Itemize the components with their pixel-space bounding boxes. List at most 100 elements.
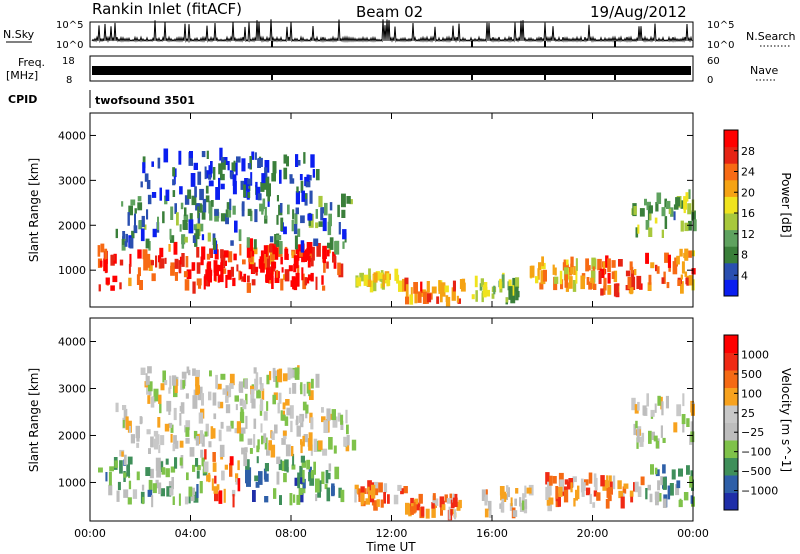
heatmap-cell xyxy=(205,195,210,203)
heatmap-cell xyxy=(514,498,517,506)
heatmap-cell xyxy=(168,408,171,415)
heatmap-cell xyxy=(296,494,301,505)
heatmap-cell xyxy=(127,456,133,465)
heatmap-cell xyxy=(282,430,287,436)
heatmap-cell xyxy=(259,258,264,268)
heatmap-cell xyxy=(598,271,602,284)
heatmap-cell xyxy=(450,499,455,509)
heatmap-cell xyxy=(208,472,211,483)
velocity-panel: 1000 2000 3000 4000 Slant Range [km] 1000 50… xyxy=(27,317,793,522)
heatmap-cell xyxy=(152,483,157,494)
heatmap-cell xyxy=(136,274,140,285)
heatmap-cell xyxy=(276,456,281,464)
heatmap-cell xyxy=(123,489,129,498)
heatmap-cell xyxy=(545,472,550,485)
heatmap-cell xyxy=(629,287,633,295)
heatmap-cell xyxy=(172,190,176,197)
heatmap-cell xyxy=(460,282,466,292)
heatmap-cell xyxy=(487,500,492,511)
heatmap-cell xyxy=(195,384,199,396)
heatmap-cell xyxy=(334,466,340,480)
heatmap-cell xyxy=(289,493,293,506)
heatmap-cell xyxy=(554,267,557,276)
heatmap-cell xyxy=(190,173,196,187)
heatmap-cell xyxy=(115,228,118,239)
heatmap-cell xyxy=(484,496,488,506)
heatmap-cell xyxy=(303,383,306,397)
heatmap-cell xyxy=(150,396,155,408)
heatmap-cell xyxy=(276,214,279,225)
heatmap-cell xyxy=(214,492,219,502)
colorbar-segment xyxy=(724,229,738,247)
heatmap-cell xyxy=(657,480,661,491)
heatmap-cell xyxy=(184,496,189,505)
heatmap-cell xyxy=(303,152,306,164)
heatmap-cell xyxy=(243,184,246,198)
heatmap-cell xyxy=(320,207,324,221)
heatmap-cell xyxy=(227,269,232,280)
heatmap-cell xyxy=(299,489,304,503)
heatmap-cell xyxy=(326,249,330,257)
heatmap-cell xyxy=(676,480,681,489)
heatmap-cell xyxy=(218,401,224,409)
heatmap-cell xyxy=(284,416,289,426)
heatmap-cell xyxy=(269,236,274,243)
heatmap-cell xyxy=(315,169,320,181)
heatmap-cell xyxy=(633,206,637,215)
heatmap-cell xyxy=(373,272,378,283)
heatmap-cell xyxy=(499,486,505,496)
heatmap-cell xyxy=(660,476,665,486)
heatmap-cell xyxy=(219,444,225,457)
heatmap-cell xyxy=(308,472,312,482)
heatmap-cell xyxy=(147,366,152,374)
colorbar-segment xyxy=(724,130,738,148)
heatmap-cell xyxy=(302,401,307,411)
heatmap-cell xyxy=(240,180,245,190)
heatmap-cell xyxy=(485,490,488,503)
heatmap-cell xyxy=(332,416,338,428)
heatmap-cell xyxy=(146,375,150,385)
heatmap-cell xyxy=(308,383,311,395)
heatmap-cell xyxy=(125,233,128,243)
heatmap-cell xyxy=(201,393,204,406)
heatmap-cell xyxy=(128,205,133,216)
freq-label: Freq. xyxy=(18,56,45,69)
heatmap-cell xyxy=(613,283,619,297)
heatmap-cell xyxy=(382,274,385,288)
heatmap-cell xyxy=(547,481,552,496)
heatmap-cell xyxy=(521,500,525,511)
heatmap-cell xyxy=(141,215,145,227)
heatmap-cell xyxy=(311,470,314,479)
heatmap-cell xyxy=(593,490,598,497)
heatmap-cell xyxy=(586,265,591,271)
heatmap-cell xyxy=(174,272,178,281)
colorbar-tick-label: 8 xyxy=(741,249,748,262)
heatmap-cell xyxy=(244,178,249,191)
heatmap-cell xyxy=(673,211,676,221)
heatmap-cell xyxy=(134,213,136,227)
heatmap-cell xyxy=(409,294,414,305)
heatmap-cell xyxy=(201,435,205,447)
heatmap-cell xyxy=(661,229,664,238)
nsky-trace xyxy=(91,19,693,47)
nave-bottom: 0 xyxy=(707,75,713,86)
heatmap-cell xyxy=(655,440,659,449)
heatmap-cell xyxy=(448,506,451,520)
heatmap-cell xyxy=(230,420,234,429)
heatmap-cell xyxy=(146,429,151,435)
heatmap-cell xyxy=(183,214,189,223)
time-tick-label: 12:00 xyxy=(376,527,408,540)
heatmap-cell xyxy=(356,277,362,287)
heatmap-cell xyxy=(135,425,140,439)
heatmap-cell xyxy=(280,256,283,265)
heatmap-cell xyxy=(267,196,270,207)
heatmap-cell xyxy=(198,281,202,289)
heatmap-cell xyxy=(383,492,386,504)
heatmap-cell xyxy=(270,268,274,279)
heatmap-cell xyxy=(307,255,311,268)
heatmap-cell xyxy=(679,248,683,257)
colorbar-tick-label: 28 xyxy=(741,145,755,158)
heatmap-cell xyxy=(186,269,192,279)
heatmap-cell xyxy=(264,206,267,220)
heatmap-cell xyxy=(605,255,609,268)
